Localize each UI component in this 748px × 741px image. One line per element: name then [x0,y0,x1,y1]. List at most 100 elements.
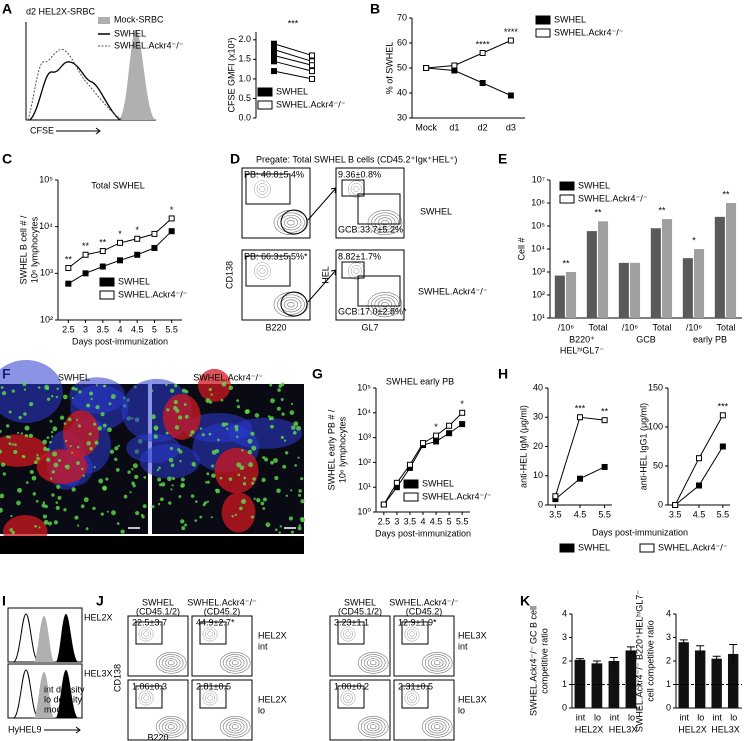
marker [134,235,141,242]
speck-hel [175,408,180,413]
speck-hel [280,435,284,440]
legend-label: SWHEL.Ackr4⁻/⁻ [658,542,728,552]
marker [117,257,123,264]
speck-hel [98,478,104,484]
group-label: B220⁺ [569,334,595,344]
gate [135,621,163,645]
speck-hel [253,497,256,501]
significance: ** [658,205,666,215]
legend-marker [99,290,115,300]
group-label: HEL2X [575,724,604,734]
speck-hel [234,513,237,516]
x-tick-label: 5.5 [165,324,178,334]
y-tick-label: 0 [562,702,567,712]
y-tick-label: 40 [397,87,407,97]
histogram-lo [34,616,54,662]
x-tick-label: 4.5 [430,516,443,526]
row-label: int [258,641,268,651]
y-tick-label: 4 [666,608,671,618]
speck-hel [282,464,287,469]
speck-hel [205,398,211,403]
speck-hel [184,523,188,527]
significance: ** [82,241,90,251]
bar [694,650,706,708]
speck-hel [24,434,29,438]
speck-hel [10,515,13,518]
speck-hel [270,398,275,404]
speck-hel [210,393,213,396]
speck-hel [71,487,76,492]
speck-hel [117,444,120,447]
speck-hel [29,469,34,474]
speck-hel [290,530,294,534]
panel-letter: D [230,151,240,167]
speck-hel [247,438,253,444]
speck-hel [32,492,37,496]
contour [345,695,351,701]
legend-label: SWHEL.Ackr4⁻/⁻ [276,99,346,109]
histogram-int [56,614,78,662]
marker [672,502,679,508]
speck-hel [190,494,195,498]
speck-hel [195,500,198,503]
speck-hel [273,458,278,463]
gate-label: 1.06±0.3 [132,681,167,691]
speck-hel [236,435,239,438]
y-tick-label: 1.0 [238,73,251,83]
speck-hel [6,435,10,439]
x-axis-label: Days post-immunization [375,528,471,538]
speck-hel [181,526,186,531]
speck-hel [85,527,89,531]
y-tick-label: 10⁰ [357,506,371,516]
speck-hel [114,446,119,451]
contour [367,292,403,318]
arrow [307,187,337,221]
y-tick-label: 30 [397,112,407,122]
y-axis-label: cell competitive ratio [645,620,655,702]
legend-label: Mock-SRBC [114,14,164,24]
flow-plot [191,615,253,677]
speck-hel [178,449,183,454]
legend-marker [535,28,551,38]
x-tick-label: Mock [415,122,437,132]
contour [204,628,216,640]
y-tick-label: 10⁷ [532,174,545,184]
speck-hel [296,425,301,431]
contour [225,720,245,734]
arrow [56,127,101,135]
y-tick-label: 3 [666,632,671,642]
x-tick-label: 5.5 [456,516,469,526]
panel-letter: E [498,151,507,167]
contour [404,626,420,642]
flow-plot [127,679,189,741]
contour [421,715,453,738]
contour [409,695,415,701]
speck-hel [184,390,189,394]
y-tick-label: 10⁴ [357,407,371,417]
speck-hel [183,403,187,406]
marker [420,440,426,447]
speck-hel [88,432,92,436]
row-label: HEL2X [258,694,287,704]
panel-title: d2 HEL2X-SRBC [26,6,96,16]
contour [345,631,351,637]
speck-hel [0,386,4,389]
speck-hel [25,481,29,484]
contour [424,654,450,672]
speck-hel [151,505,155,509]
contour [207,695,213,701]
speck-hel [31,475,37,481]
speck-hel [95,405,100,410]
significance: *** [575,404,586,414]
speck-hel [270,424,274,429]
y-axis-label: SWHEL.Ackr4⁻/⁻ GC B cell [528,606,538,716]
speck-hel [202,503,206,507]
speck-hel [100,412,105,417]
y-tick-label: 10¹ [358,482,371,492]
marker [309,52,315,59]
y-tick-label: 10⁴ [39,221,53,231]
speck-hel [193,464,196,467]
y-tick-label: 100 [648,421,663,431]
x-tick-label: d2 [478,122,488,132]
stain-label: IgD [43,539,58,549]
